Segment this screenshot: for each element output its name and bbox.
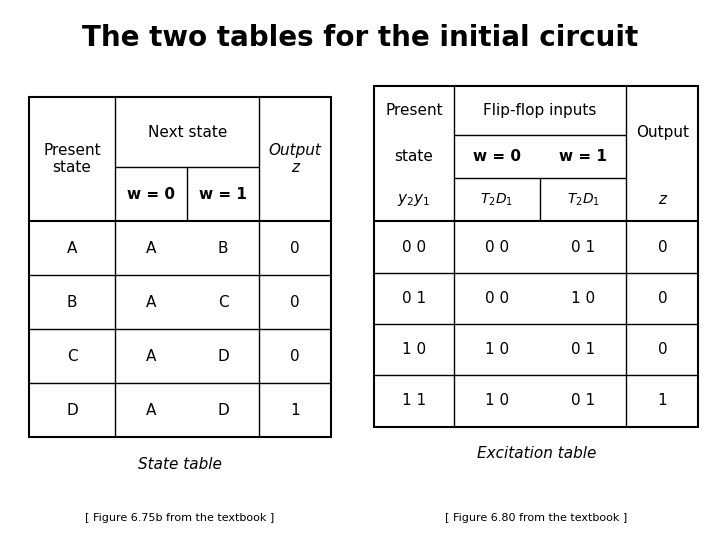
Text: C: C bbox=[218, 295, 228, 310]
Text: 0 0: 0 0 bbox=[485, 291, 509, 306]
Text: Output: Output bbox=[636, 125, 689, 140]
Text: D: D bbox=[217, 349, 229, 364]
Text: Output
z: Output z bbox=[269, 143, 322, 176]
Text: A: A bbox=[146, 403, 156, 418]
Text: 1: 1 bbox=[290, 403, 300, 418]
Text: Present
state: Present state bbox=[43, 143, 101, 176]
Text: 0: 0 bbox=[657, 240, 667, 254]
Text: 0 1: 0 1 bbox=[571, 240, 595, 254]
Text: Next state: Next state bbox=[148, 125, 227, 140]
Text: $T_2D_1$: $T_2D_1$ bbox=[480, 192, 513, 208]
Text: A: A bbox=[146, 241, 156, 256]
Text: 0 1: 0 1 bbox=[571, 342, 595, 357]
Text: State table: State table bbox=[138, 457, 222, 472]
Text: state: state bbox=[395, 149, 433, 164]
Text: z: z bbox=[658, 192, 667, 207]
Text: w = 0: w = 0 bbox=[473, 149, 521, 164]
Text: Flip-flop inputs: Flip-flop inputs bbox=[483, 103, 597, 118]
Text: 0 0: 0 0 bbox=[485, 240, 509, 254]
Text: Excitation table: Excitation table bbox=[477, 446, 596, 461]
Text: 0: 0 bbox=[290, 295, 300, 310]
Text: [ Figure 6.80 from the textbook ]: [ Figure 6.80 from the textbook ] bbox=[445, 514, 628, 523]
Text: B: B bbox=[67, 295, 77, 310]
Text: 1 0: 1 0 bbox=[485, 394, 509, 408]
Bar bbox=[374, 86, 698, 427]
Text: 0: 0 bbox=[657, 342, 667, 357]
Text: Present: Present bbox=[385, 103, 443, 118]
Text: 0: 0 bbox=[290, 349, 300, 364]
Text: 0: 0 bbox=[657, 291, 667, 306]
Text: A: A bbox=[146, 295, 156, 310]
Text: w = 1: w = 1 bbox=[199, 187, 247, 202]
Text: 0 0: 0 0 bbox=[402, 240, 426, 254]
Text: C: C bbox=[67, 349, 77, 364]
Text: D: D bbox=[66, 403, 78, 418]
Text: w = 0: w = 0 bbox=[127, 187, 175, 202]
Text: A: A bbox=[146, 349, 156, 364]
Text: $y_2y_1$: $y_2y_1$ bbox=[397, 192, 431, 208]
Text: w = 1: w = 1 bbox=[559, 149, 607, 164]
Text: 1 1: 1 1 bbox=[402, 394, 426, 408]
Text: D: D bbox=[217, 403, 229, 418]
Text: B: B bbox=[218, 241, 228, 256]
Text: $T_2D_1$: $T_2D_1$ bbox=[567, 192, 600, 208]
Text: 1 0: 1 0 bbox=[485, 342, 509, 357]
Text: 1 0: 1 0 bbox=[402, 342, 426, 357]
Text: 1: 1 bbox=[657, 394, 667, 408]
Text: 0 1: 0 1 bbox=[402, 291, 426, 306]
Text: 1 0: 1 0 bbox=[571, 291, 595, 306]
Text: [ Figure 6.75b from the textbook ]: [ Figure 6.75b from the textbook ] bbox=[86, 514, 274, 523]
Bar bbox=[29, 97, 331, 437]
Text: The two tables for the initial circuit: The two tables for the initial circuit bbox=[82, 24, 638, 52]
Text: 0: 0 bbox=[290, 241, 300, 256]
Text: A: A bbox=[67, 241, 77, 256]
Text: 0 1: 0 1 bbox=[571, 394, 595, 408]
